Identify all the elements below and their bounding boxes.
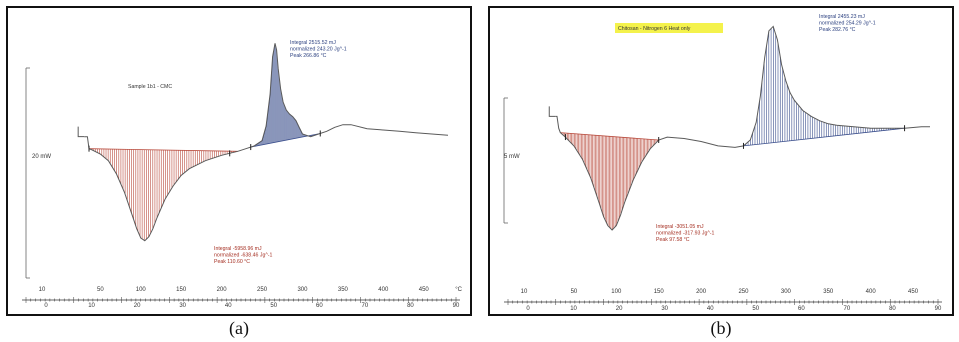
peak-annotation-line: Integral 2515.52 mJ: [290, 40, 336, 46]
peak-annotation-line: Integral 2455.23 mJ: [819, 14, 865, 20]
curve-start-step: [548, 106, 556, 117]
y-scale-label: 20 mW: [32, 154, 51, 160]
x-tick-label-temp: 450: [419, 287, 430, 293]
peak-annotation-line: normalized -638.46 Jg^-1: [214, 253, 272, 259]
x-tick-label-temp: 450: [908, 289, 919, 295]
x-tick-label-temp: 300: [297, 287, 308, 293]
peak-annotation-line: Peak 97.58 °C: [656, 237, 690, 243]
peak-annotation-line: Integral -5958.96 mJ: [214, 246, 262, 252]
x-tick-label-temp: 50: [97, 287, 104, 293]
x-tick-label-time: 10: [570, 306, 577, 312]
x-tick-label-time: 30: [661, 306, 668, 312]
peak-hatch-2: [251, 45, 320, 147]
peak-baseline: [89, 148, 238, 152]
x-tick-label-time: 90: [453, 303, 460, 309]
dsc-curve: [84, 43, 449, 242]
x-tick-label-temp: 400: [378, 287, 389, 293]
peak-hatch-1: [90, 148, 237, 241]
peak-annotation-line: normalized -317.93 Jg^-1: [656, 231, 714, 237]
x-tick-label-time: 40: [225, 303, 232, 309]
y-scale-label: 5 mW: [504, 154, 520, 160]
x-tick-label-time: 30: [179, 303, 186, 309]
peak-hatch-1: [561, 132, 658, 230]
x-tick-label-time: 20: [134, 303, 141, 309]
x-tick-label-temp: 200: [217, 287, 228, 293]
x-tick-label-time: 60: [798, 306, 805, 312]
peak-annotation-line: Peak 110.60 °C: [214, 259, 250, 265]
dsc-curve: [555, 25, 930, 231]
x-tick-label-temp: 350: [338, 287, 349, 293]
peak-baseline: [560, 132, 659, 141]
peak-annotation-line: Peak 266.86 °C: [290, 53, 327, 59]
x-tick-label-time: 90: [935, 306, 942, 312]
x-tick-label-temp: 300: [781, 289, 792, 295]
x-tick-label-temp: 250: [738, 289, 749, 295]
x-tick-label-temp: 10: [521, 289, 528, 295]
peak-annotation-line: Integral -3051.05 mJ: [656, 224, 704, 230]
x-tick-label-time: 50: [752, 306, 759, 312]
peak-hatch-2: [745, 27, 903, 146]
title-highlight: [615, 23, 723, 33]
dsc-panel-b: Integral -3051.05 mJ normalized -317.93 J…: [488, 6, 954, 316]
x-tick-label-time: 10: [88, 303, 95, 309]
x-unit-label: °C: [455, 287, 462, 293]
x-tick-label-temp: 150: [654, 289, 665, 295]
peak-annotation-line: Peak 282.76 °C: [819, 27, 856, 33]
x-tick-label-temp: 100: [136, 287, 147, 293]
x-tick-label-temp: 10: [39, 287, 46, 293]
x-tick-label-temp: 100: [611, 289, 622, 295]
x-tick-label-temp: 400: [866, 289, 877, 295]
dsc-panel-a: Integral -5958.96 mJ normalized -638.46 J…: [6, 6, 472, 316]
x-tick-label-time: 70: [362, 303, 369, 309]
peak-annotation-line: normalized 243.20 Jg^-1: [290, 47, 347, 53]
x-axis: 10 50 100 150 200 250 300 350 400 450 0 10 20 30 40 50 6…: [504, 289, 942, 312]
x-tick-label-temp: 200: [696, 289, 707, 295]
x-tick-label-temp: 150: [176, 287, 187, 293]
peak-baseline: [743, 127, 905, 147]
x-tick-label-time: 40: [707, 306, 714, 312]
x-tick-label-time: 20: [616, 306, 623, 312]
curve-start-step: [77, 126, 85, 138]
x-tick-label-time: 70: [844, 306, 851, 312]
x-tick-label-time: 0: [526, 306, 530, 312]
caption-b: (b): [710, 318, 732, 338]
x-tick-label-time: 60: [316, 303, 323, 309]
x-tick-label-time: 80: [889, 306, 896, 312]
x-tick-label-time: 0: [44, 303, 48, 309]
x-tick-label-temp: 350: [823, 289, 834, 295]
x-tick-label-time: 50: [270, 303, 277, 309]
peak-annotation-line: normalized 254.29 Jg^-1: [819, 21, 876, 27]
chart-title: Chitosan - Nitrogen 6 Heat only: [618, 26, 691, 32]
caption-a: (a): [229, 318, 249, 338]
x-tick-label-temp: 250: [257, 287, 268, 293]
x-tick-label-temp: 50: [571, 289, 578, 295]
x-tick-label-time: 80: [407, 303, 414, 309]
x-axis: 10 50 100 150 200 250 300 350 400 450 0 10 20 30 40 50 6…: [22, 287, 463, 309]
chart-title: Sample 1b1 - CMC: [128, 84, 172, 90]
